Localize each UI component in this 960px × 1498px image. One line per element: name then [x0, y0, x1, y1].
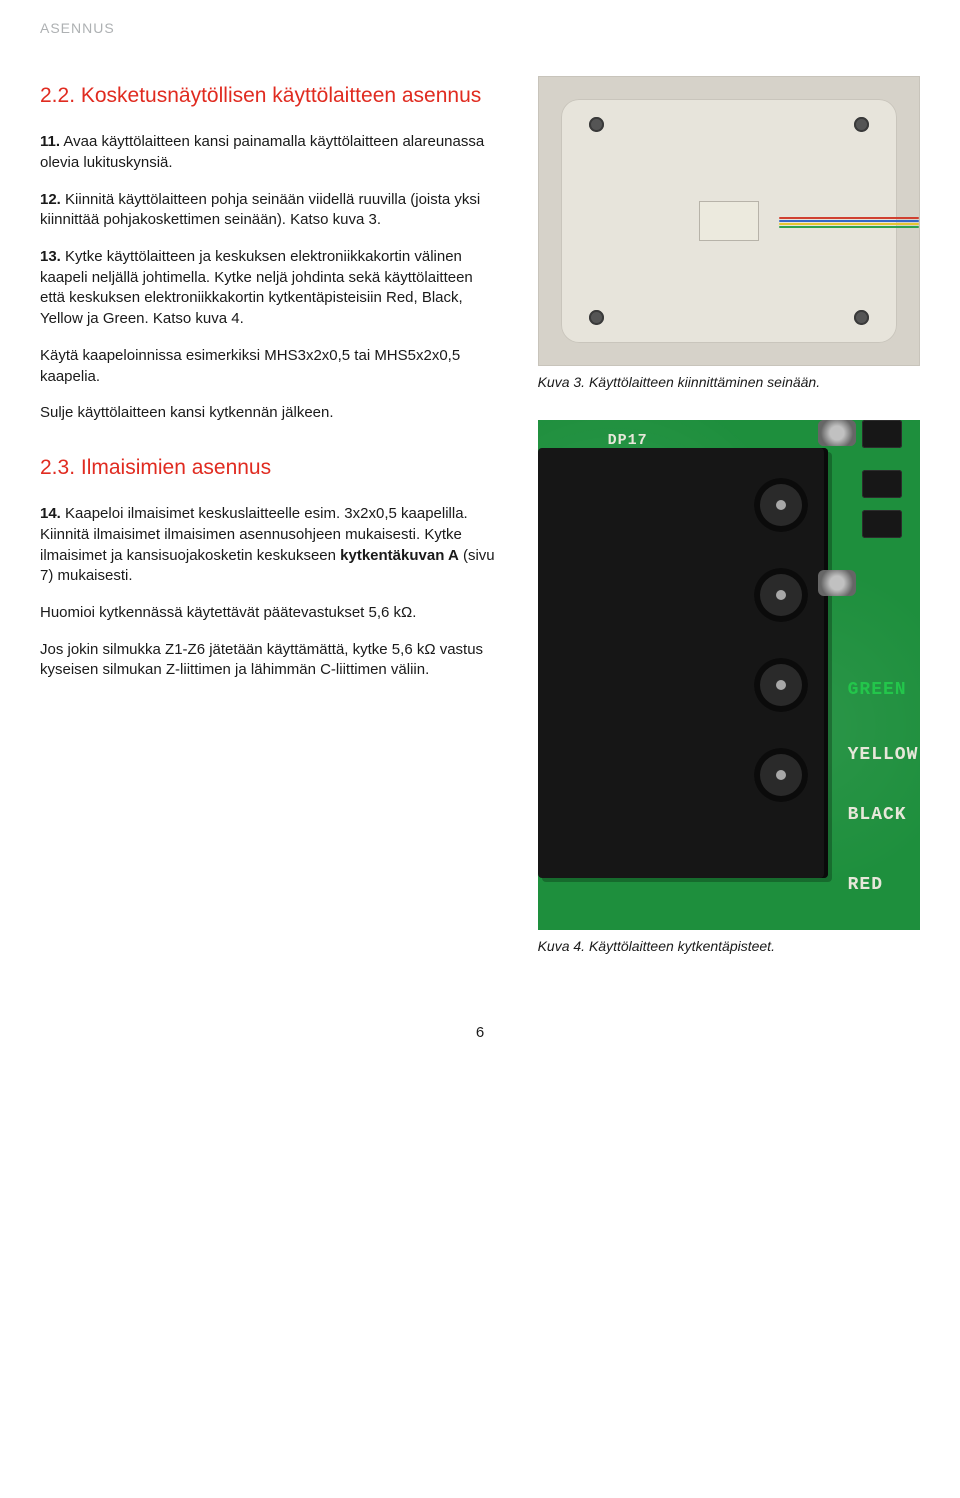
- silk-black: BLACK: [848, 805, 907, 825]
- silk-red: RED: [848, 875, 883, 895]
- figure-4-caption: Kuva 4. Käyttölaitteen kytkentäpisteet.: [538, 938, 920, 954]
- heading-2-2: 2.2. Kosketusnäytöllisen käyttölaitteen …: [40, 82, 498, 110]
- figure-3: Kuva 3. Käyttölaitteen kiinnittäminen se…: [538, 76, 920, 390]
- silk-green: GREEN: [848, 680, 907, 700]
- figure-4-image: DP17 GREEN YELLOW BLACK RED: [538, 420, 920, 930]
- left-column: 2.2. Kosketusnäytöllisen käyttölaitteen …: [40, 76, 498, 984]
- heading-2-3: 2.3. Ilmaisimien asennus: [40, 454, 498, 482]
- section-label: ASENNUS: [40, 20, 920, 36]
- silk-dp17: DP17: [608, 432, 648, 449]
- step-11-text: Avaa käyttölaitteen kansi painamalla käy…: [40, 133, 484, 171]
- step-14d: Jos jokin silmukka Z1-Z6 jätetään käyttä…: [40, 640, 498, 681]
- step-12-text: Kiinnitä käyttölaitteen pohja seinään vi…: [40, 191, 480, 229]
- figure-3-image: [538, 76, 920, 366]
- right-column: Kuva 3. Käyttölaitteen kiinnittäminen se…: [538, 76, 920, 984]
- figure-4: DP17 GREEN YELLOW BLACK RED Kuva 4. Käyt…: [538, 420, 920, 954]
- step-14a: 14. Kaapeloi ilmaisimet keskuslaitteelle…: [40, 504, 498, 587]
- step-12: 12. Kiinnitä käyttölaitteen pohja seinää…: [40, 190, 498, 231]
- page-number: 6: [40, 1024, 920, 1041]
- step-13-num: 13.: [40, 248, 61, 265]
- step-11: 11. Avaa käyttölaitteen kansi painamalla…: [40, 132, 498, 173]
- step-14c: Huomioi kytkennässä käytettävät päätevas…: [40, 603, 498, 624]
- step-13b: Käytä kaapeloinnissa esimerkiksi MHS3x2x…: [40, 346, 498, 387]
- step-12-num: 12.: [40, 191, 61, 208]
- step-13-text-a: Kytke käyttölaitteen ja keskuksen elektr…: [40, 248, 473, 327]
- silk-yellow: YELLOW: [848, 745, 919, 765]
- step-13c: Sulje käyttölaitteen kansi kytkennän jäl…: [40, 403, 498, 424]
- step-13a: 13. Kytke käyttölaitteen ja keskuksen el…: [40, 247, 498, 330]
- step-14-num: 14.: [40, 505, 61, 522]
- step-14-bold-a: kytkentäkuvan A: [340, 547, 459, 564]
- figure-3-caption: Kuva 3. Käyttölaitteen kiinnittäminen se…: [538, 374, 920, 390]
- step-11-num: 11.: [40, 133, 60, 150]
